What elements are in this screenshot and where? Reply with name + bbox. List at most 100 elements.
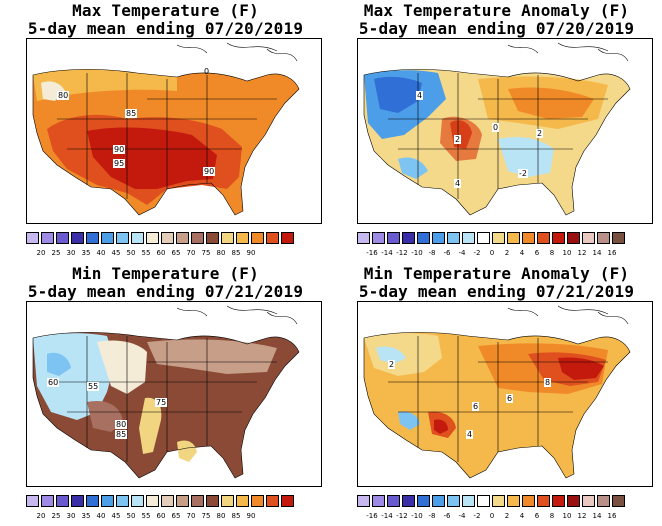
map-label: -2 (518, 169, 528, 178)
colorbar-swatch (161, 232, 174, 244)
colorbar-swatch (56, 495, 69, 507)
colorbar-swatch (477, 232, 490, 244)
colorbar-swatch (447, 232, 460, 244)
map-label: 60 (47, 378, 60, 387)
panel-subtitle: 5-day mean ending 07/20/2019 (27, 19, 304, 38)
colorbar-swatch (56, 232, 69, 244)
colorbar-swatch (26, 495, 39, 507)
colorbar-swatch (161, 495, 174, 507)
map-label: 2 (388, 360, 396, 369)
colorbar-swatch (41, 495, 54, 507)
colorbar-tick-label: -4 (458, 512, 466, 520)
colorbar-tick-label: 12 (577, 249, 587, 257)
colorbar-swatch (492, 232, 505, 244)
map-label: 85 (115, 430, 128, 439)
colorbar-swatch (357, 495, 370, 507)
colorbar-swatch (101, 495, 114, 507)
colorbar-tick-label: 90 (246, 249, 256, 257)
colorbar-swatch (417, 232, 430, 244)
colorbar-tick-label: 8 (549, 249, 555, 257)
colorbar-swatch (116, 232, 129, 244)
colorbar-swatch (387, 232, 400, 244)
colorbar-swatch (552, 232, 565, 244)
map-label: 2 (536, 129, 544, 138)
colorbar-swatch (146, 232, 159, 244)
map-label: 8 (544, 378, 552, 387)
panel-max-temperature: Max Temperature (F) 5-day mean ending 07… (0, 0, 331, 263)
map-label: 80 (57, 91, 70, 100)
colorbar-tick-label: 50 (126, 512, 136, 520)
colorbar-tick-label: 90 (246, 512, 256, 520)
panel-title: Max Temperature (F) (72, 1, 259, 20)
colorbar-tick-label: 0 (489, 512, 495, 520)
map-label: 6 (506, 394, 514, 403)
colorbar-swatch (372, 495, 385, 507)
panel-subtitle: 5-day mean ending 07/20/2019 (358, 19, 635, 38)
colorbar-tick-label: 75 (201, 512, 211, 520)
colorbar-swatch (537, 232, 550, 244)
colorbar-tick-label: 85 (231, 512, 241, 520)
colorbar-tick-label: -10 (411, 512, 423, 520)
map-label: 95 (113, 159, 126, 168)
colorbar-swatch (101, 232, 114, 244)
min-temp-map: 60 55 75 80 85 (26, 301, 322, 487)
colorbar-tick-label: 30 (66, 512, 76, 520)
colorbar (26, 495, 296, 509)
colorbar-tick-label: 2 (504, 249, 510, 257)
colorbar-swatch (176, 232, 189, 244)
colorbar-swatch (26, 232, 39, 244)
colorbar-swatch (357, 232, 370, 244)
colorbar-swatch (251, 232, 264, 244)
colorbar-swatch (567, 495, 580, 507)
colorbar-tick-label: -16 (366, 249, 378, 257)
colorbar-tick-label: 8 (549, 512, 555, 520)
colorbar-tick-label: 25 (51, 512, 61, 520)
colorbar-tick-label: -12 (396, 249, 408, 257)
colorbar-swatch (462, 495, 475, 507)
map-label: 55 (87, 382, 100, 391)
colorbar-tick-label: 40 (96, 249, 106, 257)
map-label: 85 (125, 109, 138, 118)
colorbar-tick-label: 16 (607, 512, 617, 520)
colorbar (26, 232, 296, 246)
colorbar-tick-label: 80 (216, 249, 226, 257)
map-label: 4 (466, 430, 474, 439)
colorbar-swatch (372, 232, 385, 244)
colorbar-tick-label: 20 (36, 249, 46, 257)
colorbar-swatch (402, 495, 415, 507)
map-label: 2 (454, 135, 462, 144)
panel-title: Min Temperature Anomaly (F) (363, 264, 630, 283)
colorbar-swatch (116, 495, 129, 507)
colorbar-tick-label: -2 (473, 512, 481, 520)
colorbar-tick-label: 45 (111, 249, 121, 257)
colorbar-swatch (146, 495, 159, 507)
colorbar-tick-label: 50 (126, 249, 136, 257)
colorbar-swatch (522, 495, 535, 507)
colorbar-swatch (206, 495, 219, 507)
colorbar-tick-label: 0 (489, 249, 495, 257)
colorbar-swatch (281, 495, 294, 507)
colorbar-tick-label: -14 (381, 249, 393, 257)
colorbar-swatch (402, 232, 415, 244)
colorbar-tick-label: -6 (443, 249, 451, 257)
map-label: 0 (204, 67, 210, 76)
colorbar-tick-label: 45 (111, 512, 121, 520)
colorbar-swatch (552, 495, 565, 507)
colorbar-swatch (281, 232, 294, 244)
colorbar-swatch (432, 232, 445, 244)
colorbar-swatch (477, 495, 490, 507)
panel-subtitle: 5-day mean ending 07/21/2019 (27, 282, 304, 301)
colorbar-tick-label: 12 (577, 512, 587, 520)
colorbar-tick-label: 6 (534, 249, 540, 257)
colorbar-tick-label: 60 (156, 512, 166, 520)
colorbar-tick-label: 70 (186, 249, 196, 257)
colorbar-tick-label: -6 (443, 512, 451, 520)
colorbar-tick-label: -8 (428, 249, 436, 257)
colorbar-swatch (86, 495, 99, 507)
map-label: 0 (492, 123, 500, 132)
colorbar-tick-label: 85 (231, 249, 241, 257)
colorbar-swatch (567, 232, 580, 244)
colorbar-tick-label: -8 (428, 512, 436, 520)
colorbar-swatch (597, 232, 610, 244)
max-temp-map: 80 85 90 95 90 0 (26, 38, 322, 224)
